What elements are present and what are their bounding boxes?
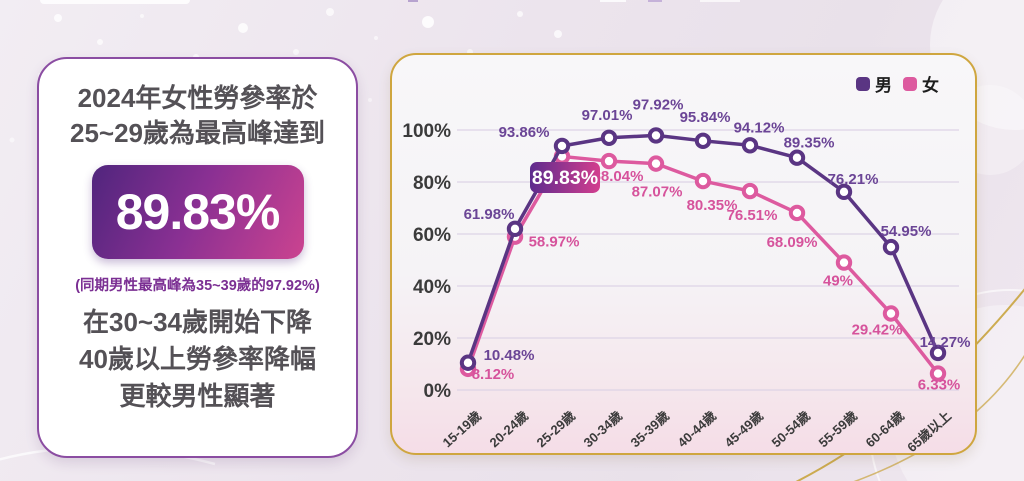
data-point [741,137,759,154]
legend-label-male: 男 [875,76,892,95]
data-label: 89.35% [784,135,835,152]
data-label: 29.42% [852,322,903,339]
x-axis-tick: 15-19歲 [440,408,484,450]
highlight-value-box: 89.83% [91,165,304,260]
x-axis-tick: 65歲以上 [904,408,954,455]
summary-body-line1: 在30~34歲開始下降 [82,307,313,338]
chart-card: 男 女 0% 20% 40% 60% 80% 100% 15-19歲 20-24歲 25-29歲… [390,53,977,455]
summary-title: 2024年女性勞參率於 25~29歲為最高峰達到 [39,81,356,151]
data-label: 8.12% [472,366,515,383]
summary-title-line2: 25~29歲為最高峰達到 [69,118,326,149]
x-axis-tick: 55-59歲 [816,408,860,450]
x-axis-tick: 60-64歲 [863,408,907,450]
y-axis-tick: 0% [424,381,452,402]
data-point [694,132,712,150]
data-label: 49% [823,273,853,290]
legend-swatch-male-icon [856,76,870,91]
y-axis-tick: 60% [413,225,451,246]
data-label: 76.21% [828,171,879,188]
data-label: 58.97% [529,234,580,251]
data-label: 97.01% [582,107,633,124]
data-point [788,204,806,222]
data-label: 61.98% [464,206,515,223]
data-point [835,254,853,271]
x-axis-tick: 40-44歲 [675,408,719,450]
legend-swatch-female-icon [903,76,917,91]
y-axis-tick: 20% [413,329,451,350]
data-point [835,183,853,201]
data-label: 76.51% [727,207,778,224]
labor-participation-line-chart: 0% 20% 40% 60% 80% 100% 15-19歲 20-24歲 25-29歲 30-3… [402,96,971,455]
data-point [882,305,900,322]
x-axis-tick: 35-39歲 [628,408,672,450]
y-axis-tick: 80% [413,173,451,194]
data-point [694,172,712,190]
chart-legend: 男 女 [856,71,945,96]
data-label: 88.04% [593,168,644,185]
data-point [882,238,900,256]
data-label: 14.27% [920,334,971,351]
y-axis-tick: 40% [413,277,451,298]
data-point [600,129,618,146]
summary-body: 在30~34歲開始下降 40歲以上勞參率降幅 更較男性顯著 [39,304,356,415]
data-point [553,137,571,155]
data-point [459,354,477,371]
summary-body-line3: 更較男性顯著 [119,381,276,411]
summary-body-line2: 40歲以上勞參率降幅 [79,344,316,375]
highlight-badge-label: 89.83% [532,167,598,189]
legend-label-female: 女 [922,76,939,95]
x-axis-tick: 25-29歲 [534,408,578,450]
data-point [506,220,524,238]
data-label: 97.92% [633,96,684,113]
x-axis-tick: 20-24歲 [487,408,531,450]
data-point [741,182,759,200]
data-point [788,149,806,166]
data-label: 93.86% [499,124,550,141]
data-label: 6.33% [918,377,961,394]
summary-card: 2024年女性勞參率於 25~29歲為最高峰達到 89.83% (同期男性最高峰… [37,57,358,458]
data-point [647,155,665,172]
highlight-badge [530,161,600,193]
data-label: 10.48% [484,347,535,364]
data-point [600,152,618,170]
x-axis-tick: 30-34歲 [581,408,625,450]
highlight-value: 89.83% [115,184,281,241]
data-label: 87.07% [632,184,683,201]
data-label: 68.09% [767,234,818,251]
data-point [647,127,665,144]
data-label: 80.35% [687,197,738,214]
data-label: 54.95% [881,223,932,240]
y-axis-tick: 100% [402,121,451,142]
summary-note: (同期男性最高峰為35~39歲的97.92%) [75,278,320,295]
x-axis-tick: 45-49歲 [722,408,766,450]
data-label: 95.84% [680,109,731,126]
summary-title-line1: 2024年女性勞參率於 [77,83,318,113]
data-label: 94.12% [734,119,785,136]
x-axis-tick: 50-54歲 [769,408,813,450]
